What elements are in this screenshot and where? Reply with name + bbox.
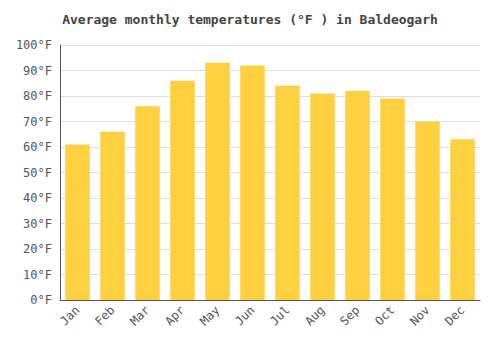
svg-text:60°F: 60°F (23, 140, 52, 154)
svg-text:May: May (197, 303, 222, 328)
svg-text:30°F: 30°F (23, 217, 52, 231)
svg-text:Nov: Nov (407, 303, 432, 328)
svg-text:Dec: Dec (442, 303, 467, 328)
svg-text:90°F: 90°F (23, 64, 52, 78)
svg-text:Jan: Jan (57, 303, 82, 328)
svg-text:Jun: Jun (232, 303, 257, 328)
svg-text:Sep: Sep (337, 303, 362, 328)
svg-text:0°F: 0°F (30, 293, 52, 307)
svg-text:Average monthly temperatures (: Average monthly temperatures (°F ) in Ba… (62, 12, 438, 27)
svg-text:Feb: Feb (92, 303, 117, 328)
svg-text:10°F: 10°F (23, 268, 52, 282)
svg-text:100°F: 100°F (16, 38, 52, 52)
svg-text:20°F: 20°F (23, 242, 52, 256)
svg-text:70°F: 70°F (23, 115, 52, 129)
svg-text:50°F: 50°F (23, 166, 52, 180)
svg-text:40°F: 40°F (23, 191, 52, 205)
svg-text:Jul: Jul (267, 303, 292, 328)
svg-text:80°F: 80°F (23, 89, 52, 103)
svg-text:Apr: Apr (162, 303, 187, 328)
svg-text:Oct: Oct (372, 303, 397, 328)
svg-text:Aug: Aug (302, 303, 327, 328)
svg-text:Mar: Mar (127, 303, 152, 328)
